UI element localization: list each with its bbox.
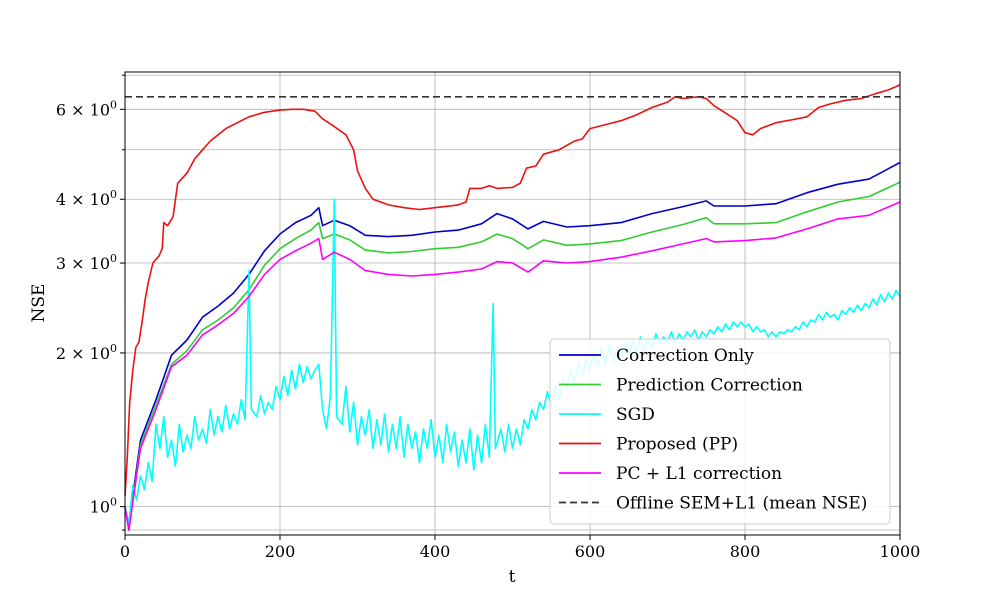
series-line-proposed-pp bbox=[124, 84, 901, 496]
legend-box bbox=[549, 338, 891, 525]
series-line-sgd bbox=[124, 198, 901, 524]
y-tick-label-base: 2 × 10 bbox=[56, 344, 110, 363]
plot-frame bbox=[124, 71, 901, 536]
y-axis-label: NSE bbox=[29, 284, 49, 323]
x-axis-label: t bbox=[509, 567, 516, 587]
y-tick-label: 2 × 100 bbox=[56, 342, 117, 363]
series-line-prediction-correction bbox=[124, 181, 901, 531]
y-tick-label: 100 bbox=[90, 496, 117, 517]
series-lines bbox=[124, 84, 901, 531]
y-tick-label-exponent: 0 bbox=[110, 252, 117, 265]
y-tick-label: 3 × 100 bbox=[56, 252, 117, 273]
y-tick-label-exponent: 0 bbox=[110, 98, 117, 111]
x-tick-label: 600 bbox=[575, 542, 606, 561]
y-tick-label-base: 10 bbox=[90, 498, 110, 517]
y-tick-label-exponent: 0 bbox=[110, 188, 117, 201]
x-axis-ticks: 0 200 400 600 800 1000 bbox=[120, 535, 920, 561]
x-tick-label: 800 bbox=[730, 542, 761, 561]
legend-label: SGD bbox=[616, 405, 655, 425]
legend-label: PC + L1 correction bbox=[616, 464, 782, 484]
y-tick-label: 6 × 100 bbox=[56, 98, 117, 119]
series-line-correction-only bbox=[124, 161, 901, 531]
x-tick-label: 0 bbox=[120, 542, 130, 561]
legend-label: Prediction Correction bbox=[616, 376, 803, 396]
y-tick-label-base: 6 × 10 bbox=[56, 100, 110, 119]
x-tick-label: 1000 bbox=[880, 542, 921, 561]
x-tick-label: 200 bbox=[265, 542, 296, 561]
series-line-pc-l1-correction bbox=[124, 201, 901, 531]
legend-label: Correction Only bbox=[616, 346, 754, 366]
x-tick-label: 400 bbox=[420, 542, 451, 561]
legend: Correction Only Prediction Correction SGD P… bbox=[549, 338, 891, 525]
y-tick-label-exponent: 0 bbox=[110, 496, 117, 509]
legend-label: Proposed (PP) bbox=[616, 435, 738, 455]
y-tick-label-base: 3 × 10 bbox=[56, 254, 110, 273]
legend-label: Offline SEM+L1 (mean NSE) bbox=[616, 494, 867, 514]
y-tick-label-base: 4 × 10 bbox=[56, 190, 110, 209]
y-tick-label: 4 × 100 bbox=[56, 188, 117, 209]
y-tick-label-exponent: 0 bbox=[110, 342, 117, 355]
